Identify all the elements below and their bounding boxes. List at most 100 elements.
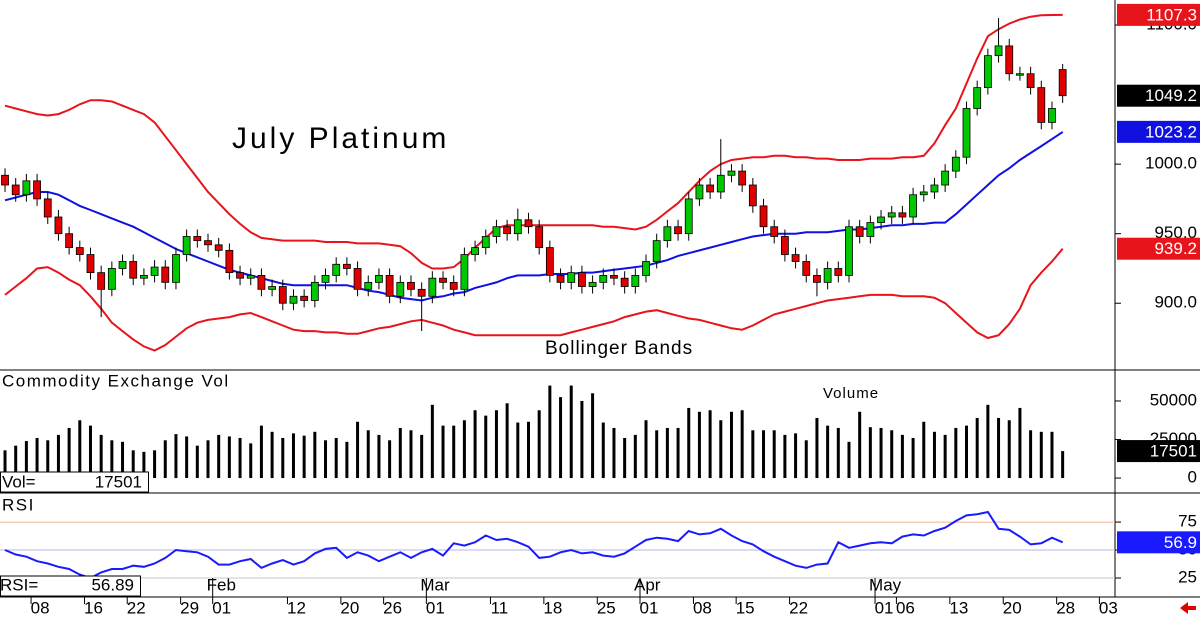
value-box-label: 939.2 [1154, 239, 1197, 258]
candle-body [652, 240, 661, 262]
volume-bar [473, 410, 477, 479]
x-tick-label: 01 [212, 598, 231, 617]
volume-bar [227, 436, 231, 479]
value-box [1117, 120, 1200, 143]
candle-body [161, 266, 170, 283]
x-tick-label: 13 [949, 598, 968, 617]
volume-bar [78, 420, 82, 479]
x-tick-label: 26 [383, 598, 402, 617]
candle-body [513, 219, 522, 235]
y-tick-label: 1000.0 [1145, 154, 1197, 173]
volume-bar [185, 436, 189, 479]
candle-body [1, 174, 9, 186]
candle-body [706, 184, 715, 193]
candle-body [983, 55, 992, 89]
volume-bar [644, 420, 648, 479]
y-tick-label: 0 [1188, 468, 1197, 487]
readout-box [0, 575, 141, 597]
volume-bar [559, 397, 563, 479]
value-box [1117, 3, 1200, 26]
volume-bar [1018, 407, 1022, 479]
x-tick-label: 15 [736, 598, 755, 617]
candle-body [695, 184, 704, 200]
candle-body [813, 275, 821, 283]
volume-bar [420, 434, 424, 479]
readout-value: 17501 [95, 472, 142, 491]
candle-body [877, 216, 885, 223]
volume-bar [398, 427, 402, 479]
volume-bar [804, 440, 808, 479]
candle-body [33, 180, 41, 200]
volume-bar [986, 404, 990, 479]
chart-title: July Platinum [232, 122, 449, 155]
volume-bar [259, 425, 263, 479]
volume-bar [313, 431, 317, 479]
candle-body [674, 226, 682, 235]
volume-bar [580, 400, 584, 479]
volume-bar [494, 410, 498, 479]
candle-body [802, 261, 811, 276]
bollinger-band [4, 248, 1064, 352]
volume-bar [569, 385, 573, 479]
volume-bar [708, 410, 712, 479]
candle-body [791, 254, 800, 262]
value-box [1117, 531, 1200, 554]
x-tick-label: 18 [543, 598, 562, 617]
volume-bar [110, 440, 114, 479]
candle-body [86, 254, 95, 274]
candle-body [407, 281, 415, 290]
volume-bar [99, 434, 103, 479]
volume-bar [548, 385, 552, 479]
volume-bar [1050, 431, 1054, 479]
scroll-arrow[interactable] [1180, 602, 1196, 614]
x-tick-label: 28 [1056, 598, 1075, 617]
volume-bar [88, 425, 92, 479]
candle-body [332, 263, 341, 276]
volume-bar [858, 411, 862, 479]
candle-body [342, 263, 351, 269]
volume-bar [900, 434, 904, 479]
candle-body [898, 212, 907, 218]
volume-bar [121, 441, 125, 479]
volume-bar [356, 421, 360, 479]
volume-bar [847, 441, 851, 479]
volume-bar [1029, 430, 1033, 479]
candle-body [278, 286, 287, 304]
y-tick-label: 75 [1178, 512, 1197, 531]
candle-body [449, 281, 458, 290]
volume-bar [324, 440, 328, 479]
candle-body [642, 261, 650, 276]
x-tick-label: 20 [1003, 598, 1022, 617]
volume-bar [794, 433, 798, 479]
candle-body [503, 226, 512, 235]
volume-bar [665, 427, 669, 479]
x-tick-label: 20 [340, 598, 359, 617]
volume-bar [153, 450, 157, 479]
candle-body [246, 275, 255, 279]
volume-bar [291, 433, 295, 479]
y-tick-label: 900.0 [1154, 293, 1197, 312]
candle-body [129, 261, 138, 279]
candle-body [663, 226, 672, 242]
candle-body [780, 236, 789, 255]
volume-bar [591, 393, 595, 479]
value-box-label: 1049.2 [1145, 86, 1197, 105]
x-tick-label: 22 [789, 598, 808, 617]
candle-body [54, 216, 63, 235]
value-box-label: 56.9 [1164, 533, 1197, 552]
value-box-label: 1023.2 [1145, 122, 1197, 141]
volume-bar [836, 427, 840, 479]
x-tick-label: 16 [84, 598, 103, 617]
volume-bar [217, 434, 221, 479]
candle-body [236, 272, 244, 279]
volume-bar [281, 437, 285, 479]
volume-bar [505, 403, 509, 479]
volume-bar [334, 437, 338, 479]
panel-title: Commodity Exchange Vol [2, 371, 230, 390]
candle-body [75, 247, 84, 255]
volume-bar [633, 434, 637, 479]
candle-body [353, 268, 362, 290]
volume-bar [612, 427, 616, 479]
